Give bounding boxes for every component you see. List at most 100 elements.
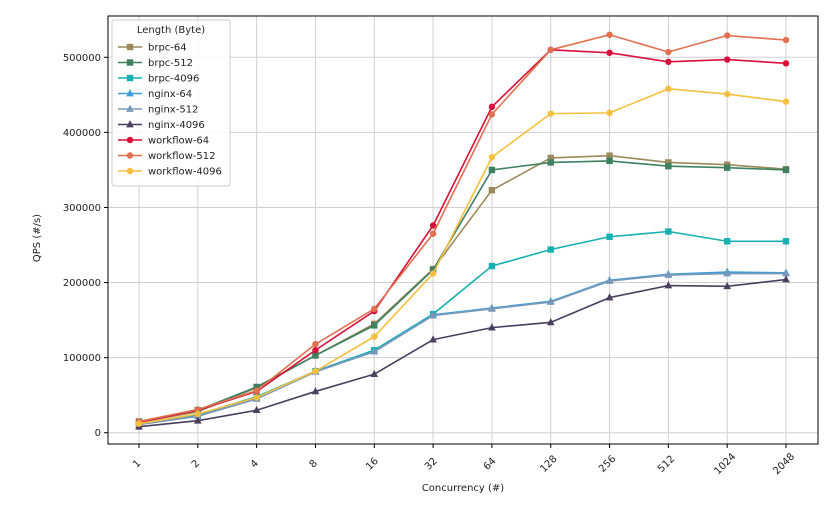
plot-frame [107, 15, 819, 445]
data-point-nginx-4096 [605, 293, 614, 301]
data-point-brpc-64 [547, 154, 554, 162]
y-tick-label: 500000 [63, 53, 101, 64]
legend: Length (Byte) brpc-64 brpc-512 brpc-4096 ng… [111, 19, 231, 187]
data-point-workflow-512 [606, 31, 613, 38]
data-point-workflow-512 [782, 36, 790, 44]
data-point-workflow-512 [723, 32, 731, 39]
series-line-nginx-4096 [138, 278, 787, 428]
legend-swatch-marker [126, 104, 134, 112]
data-point-brpc-512 [429, 266, 437, 273]
series-workflow-4096 [135, 85, 790, 427]
x-axis-label: Concurrency (#) [422, 483, 504, 494]
data-point-nginx-4096 [664, 281, 673, 289]
y-axis-label: QPS (#/s) [32, 214, 43, 262]
data-point-brpc-4096 [488, 262, 496, 270]
y-tick-label: 400000 [63, 128, 101, 139]
legend-label: workflow-64 [148, 136, 209, 147]
legend-swatch-marker [126, 167, 134, 175]
data-point-workflow-512 [429, 230, 437, 237]
series-nginx-4096 [135, 275, 790, 430]
x-tick-label: 64 [482, 456, 499, 473]
series-brpc-512 [135, 157, 790, 425]
legend-label: workflow-512 [148, 151, 216, 162]
data-point-workflow-4096 [723, 90, 731, 98]
data-point-workflow-4096 [429, 270, 437, 277]
data-point-brpc-512 [371, 322, 378, 329]
y-tick-label: 300000 [63, 203, 101, 214]
y-tick-label: 100000 [63, 353, 101, 364]
series-line-workflow-512 [138, 33, 787, 423]
legend-swatch-marker [126, 43, 134, 51]
legend-item-workflow-4096: workflow-4096 [118, 167, 222, 178]
legend-label: brpc-64 [148, 43, 187, 54]
data-point-nginx-4096 [782, 275, 790, 283]
legend-item-workflow-64: workflow-64 [118, 136, 209, 147]
legend-swatch-marker [126, 74, 134, 82]
series-line-workflow-64 [138, 48, 787, 424]
legend-label: brpc-512 [148, 58, 193, 69]
data-point-workflow-512 [194, 406, 202, 413]
data-point-workflow-512 [488, 111, 496, 118]
data-point-workflow-512 [253, 387, 260, 394]
data-point-nginx-4096 [546, 317, 555, 326]
data-point-brpc-512 [253, 383, 260, 391]
x-tick-label: 128 [538, 454, 559, 475]
data-point-nginx-4096 [370, 369, 379, 378]
x-tick-label: 2 [190, 458, 202, 470]
data-point-nginx-4096 [429, 335, 437, 343]
data-point-nginx-512 [723, 269, 731, 277]
data-point-workflow-64 [782, 60, 790, 67]
data-point-workflow-4096 [312, 367, 319, 375]
data-point-workflow-512 [665, 48, 672, 56]
data-point-workflow-512 [312, 340, 319, 348]
series-line-nginx-512 [138, 272, 786, 426]
data-point-workflow-4096 [782, 98, 790, 105]
data-point-brpc-4096 [723, 238, 731, 245]
series-line-brpc-512 [138, 160, 787, 423]
legend-swatch-marker [126, 89, 134, 97]
data-point-brpc-512 [723, 164, 731, 171]
legend-label: workflow-4096 [148, 167, 222, 178]
data-point-brpc-512 [312, 352, 319, 359]
data-point-brpc-512 [547, 159, 554, 166]
data-point-brpc-64 [606, 152, 613, 159]
data-point-brpc-4096 [782, 238, 790, 245]
x-tick-label: 4 [249, 458, 261, 470]
legend-item-workflow-512: workflow-512 [118, 151, 216, 162]
data-point-nginx-512 [664, 270, 673, 278]
x-tick-label: 16 [364, 456, 381, 473]
data-point-nginx-4096 [194, 416, 202, 424]
legend-label: nginx-512 [148, 105, 198, 116]
legend-item-nginx-4096: nginx-4096 [118, 120, 205, 131]
x-axis-ticks: 1 2 4 8 16 32 64 128 256 512 1024 2048 [131, 444, 797, 477]
data-point-workflow-512 [547, 46, 554, 53]
data-point-brpc-512 [606, 157, 613, 165]
x-tick-label: 1024 [713, 451, 739, 477]
data-point-workflow-4096 [371, 333, 378, 340]
legend-item-nginx-512: nginx-512 [118, 105, 198, 116]
legend-item-nginx-64: nginx-64 [118, 89, 192, 100]
data-point-workflow-4096 [253, 394, 260, 401]
data-point-nginx-4096 [488, 323, 496, 331]
data-point-nginx-512 [488, 304, 496, 312]
legend-label: brpc-4096 [148, 74, 199, 85]
grid [108, 16, 818, 444]
data-point-nginx-512 [370, 347, 379, 355]
y-tick-label: 0 [95, 428, 101, 439]
x-tick-label: 1 [131, 458, 143, 470]
legend-swatch-marker [126, 152, 134, 159]
series-line-nginx-64 [138, 271, 787, 426]
data-point-workflow-4096 [194, 410, 202, 418]
data-point-workflow-4096 [665, 85, 672, 93]
data-point-nginx-4096 [723, 281, 731, 290]
data-point-workflow-4096 [606, 109, 613, 117]
x-tick-label: 32 [423, 456, 440, 473]
data-point-nginx-512 [546, 297, 555, 305]
x-tick-label: 8 [308, 458, 320, 470]
legend-item-brpc-512: brpc-512 [118, 58, 193, 69]
data-point-nginx-512 [782, 269, 790, 277]
data-point-workflow-64 [606, 49, 613, 56]
data-point-workflow-4096 [488, 153, 496, 161]
